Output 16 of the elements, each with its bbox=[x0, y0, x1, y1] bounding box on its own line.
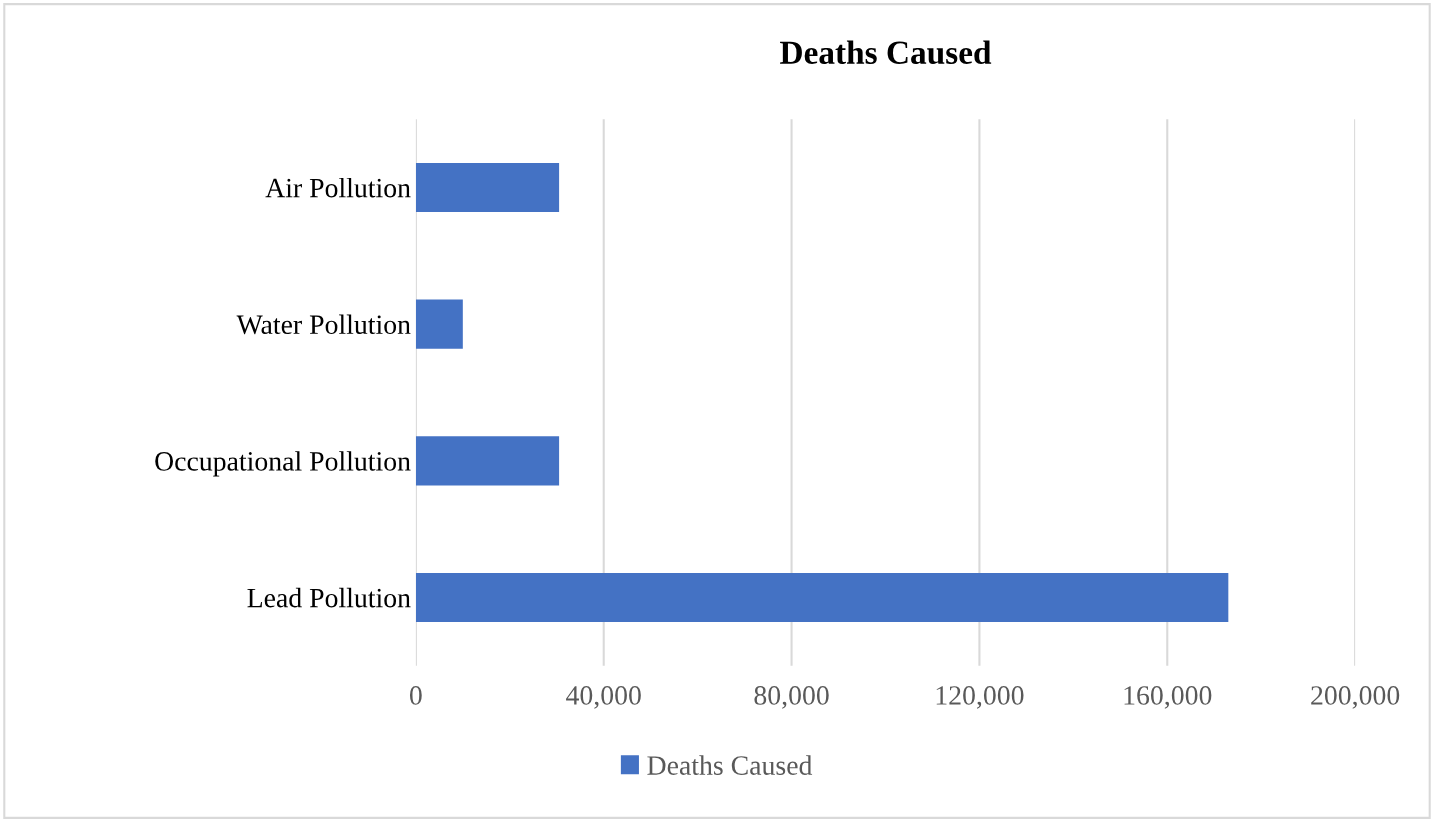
y-tick-label: Occupational Pollution bbox=[155, 451, 411, 477]
x-tick-label: 200,000 bbox=[1311, 686, 1400, 709]
legend-label: Deaths Caused bbox=[647, 755, 813, 775]
x-tick-label: 0 bbox=[409, 686, 422, 705]
x-tick-label: 160,000 bbox=[1124, 686, 1212, 709]
bar bbox=[415, 572, 1229, 623]
x-tick-label: 40,000 bbox=[566, 686, 641, 709]
y-tick-label: Lead Pollution bbox=[247, 587, 411, 608]
bar bbox=[415, 299, 463, 349]
y-tick-label: Air Pollution bbox=[265, 177, 411, 198]
x-tick-label: 120,000 bbox=[936, 686, 1024, 709]
bar bbox=[415, 162, 560, 213]
bar bbox=[415, 436, 560, 486]
x-tick-label: 80,000 bbox=[754, 686, 829, 709]
chart-title: Deaths Caused bbox=[780, 40, 992, 65]
y-tick-label: Water Pollution bbox=[236, 314, 411, 335]
